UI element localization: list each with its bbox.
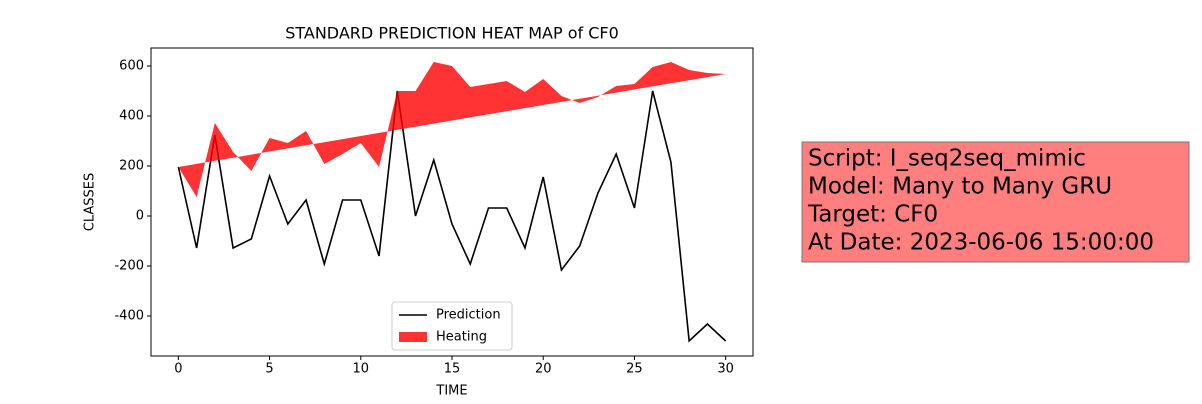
prediction-line (177, 90, 727, 343)
y-tick-label: -200 (114, 259, 144, 274)
x-tick-label: 0 (174, 362, 182, 377)
x-tick-label: 25 (626, 362, 643, 377)
annotation-line: Model: Many to Many GRU (808, 174, 1112, 200)
legend-label: Heating (436, 330, 487, 345)
x-axis-label: TIME (435, 384, 467, 399)
y-tick-label: 0 (136, 209, 144, 224)
y-tick-label: 400 (119, 109, 144, 124)
annotation-line: Script: I_seq2seq_mimic (808, 146, 1086, 172)
annotation-line: At Date: 2023-06-06 15:00:00 (808, 230, 1154, 256)
x-tick-label: 20 (535, 362, 552, 377)
annotation-line: Target: CF0 (807, 202, 938, 228)
heat-area (178, 62, 726, 197)
x-tick-label: 5 (265, 362, 273, 377)
x-tick-label: 15 (444, 362, 461, 377)
chart-title: STANDARD PREDICTION HEAT MAP of CF0 (285, 24, 619, 43)
y-tick-label: 600 (119, 59, 144, 74)
x-tick-label: 30 (717, 362, 734, 377)
y-axis-label: CLASSES (83, 173, 98, 231)
x-tick-label: 10 (353, 362, 370, 377)
legend-label: Prediction (436, 308, 501, 323)
legend-swatch (399, 332, 427, 342)
y-tick-label: -400 (114, 309, 144, 324)
annotation-box (801, 141, 1190, 263)
y-tick-label: 200 (119, 159, 144, 174)
